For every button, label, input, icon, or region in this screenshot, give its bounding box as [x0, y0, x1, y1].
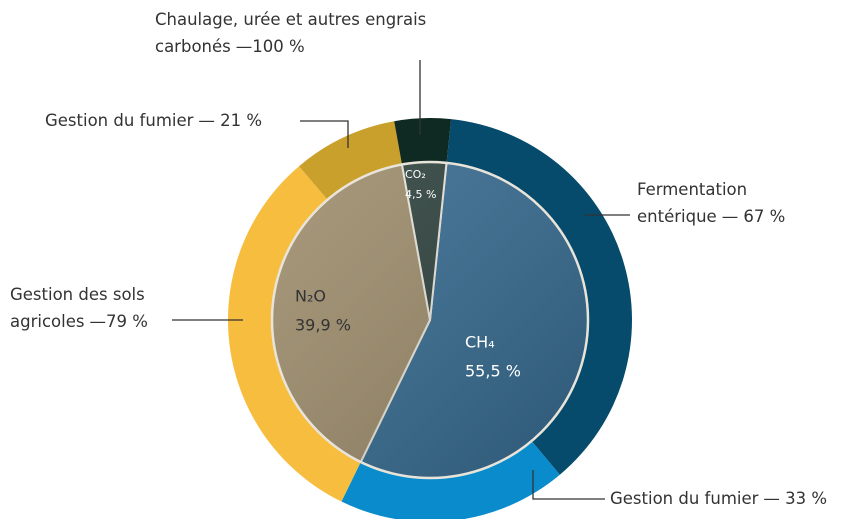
gas-name: N₂O	[295, 287, 326, 306]
inner-border	[270, 160, 590, 480]
source-name: Gestion du fumier	[45, 111, 194, 130]
source-name: Gestion des sols agricoles	[10, 285, 145, 331]
source-value: —100 %	[235, 37, 305, 56]
source-name: Chaulage, urée et autres engrais carboné…	[155, 10, 427, 56]
source-label: Gestion du fumier — 33 %	[610, 485, 859, 512]
source-value: — 21 %	[198, 111, 263, 130]
source-value: —79 %	[89, 312, 148, 331]
source-name: Fermentation entérique	[637, 180, 748, 226]
gas-name: CO₂	[405, 168, 426, 181]
outer-segment	[228, 166, 362, 502]
source-value: — 67 %	[721, 207, 786, 226]
source-name: Gestion du fumier	[610, 489, 759, 508]
source-label: Chaulage, urée et autres engrais carboné…	[155, 6, 475, 60]
gas-name: CH₄	[465, 333, 495, 352]
gas-value: 55,5 %	[465, 361, 521, 380]
source-label: Gestion du fumier — 21 %	[45, 107, 315, 134]
outer-segment	[394, 118, 452, 167]
source-value: — 33 %	[763, 489, 828, 508]
source-label: Gestion des sols agricoles —79 %	[10, 281, 185, 335]
gas-value: 39,9 %	[295, 315, 351, 334]
leader-line	[532, 470, 605, 500]
gas-value: 4,5 %	[405, 188, 436, 201]
leader-line	[300, 120, 349, 148]
source-label: Fermentation entérique — 67 %	[637, 176, 827, 230]
